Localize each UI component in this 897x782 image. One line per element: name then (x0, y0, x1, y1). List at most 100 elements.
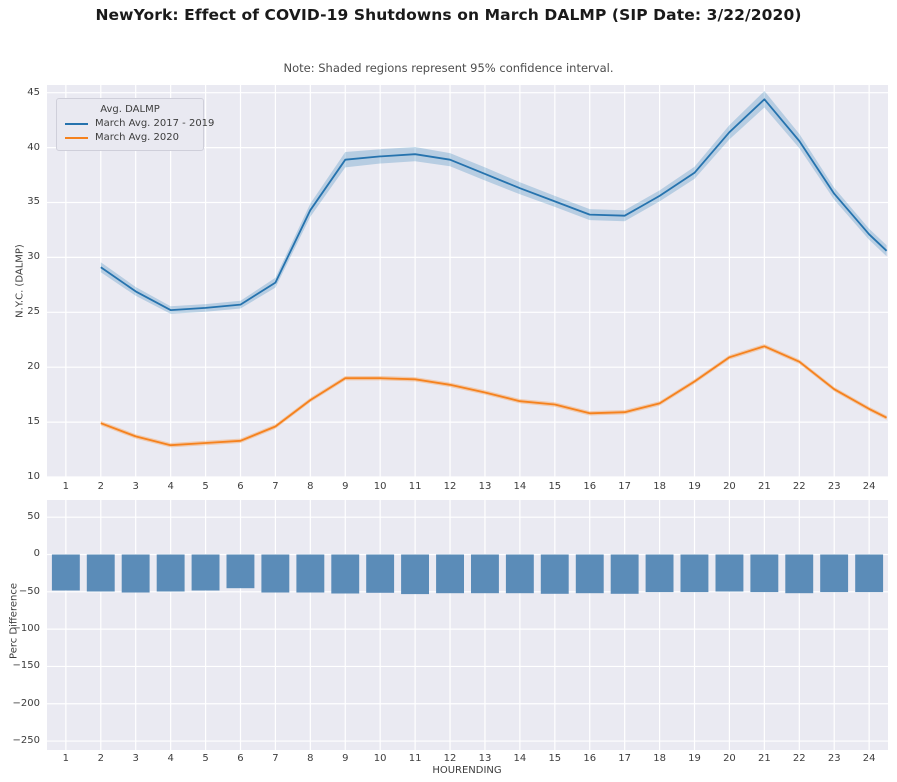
bar-hour-22 (785, 554, 814, 594)
bottom-y-tick-label: −50 (18, 585, 40, 597)
bar-hour-1 (51, 554, 80, 591)
top-x-tick-label: 24 (862, 481, 876, 492)
top-x-tick-label: 2 (97, 481, 104, 492)
bottom-x-tick-label: 3 (132, 753, 139, 764)
bar-hour-6 (226, 554, 255, 589)
bar-hour-16 (575, 554, 604, 594)
bottom-x-tick-label: 21 (757, 753, 771, 764)
bottom-bar-chart (47, 500, 888, 750)
bottom-x-tick-label: 10 (373, 753, 387, 764)
top-y-tick-label: 45 (27, 86, 40, 98)
bottom-x-axis-label: HOURENDING (432, 765, 502, 776)
bar-hour-4 (156, 554, 185, 592)
bottom-x-tick-label: 24 (862, 753, 876, 764)
bottom-x-tick-label: 8 (307, 753, 314, 764)
legend-line-swatch-blue (65, 123, 88, 125)
bar-hour-9 (331, 554, 360, 594)
bottom-x-tick-label: 14 (513, 753, 527, 764)
bar-hour-17 (610, 554, 639, 594)
top-y-tick-label: 35 (27, 196, 40, 208)
bottom-y-tick-label: −200 (12, 697, 40, 709)
top-x-tick-label: 22 (792, 481, 806, 492)
bar-hour-15 (540, 554, 569, 594)
bottom-x-tick-label: 18 (653, 753, 666, 764)
bottom-x-tick-label: 12 (443, 753, 457, 764)
bar-hour-2 (86, 554, 115, 592)
top-y-tick-label: 20 (27, 361, 40, 373)
legend-line-swatch-orange (65, 137, 88, 139)
legend: Avg. DALMP March Avg. 2017 - 2019 March … (56, 98, 214, 151)
top-x-tick-label: 11 (408, 481, 422, 492)
top-x-tick-label: 1 (62, 481, 70, 492)
bar-hour-21 (750, 554, 779, 593)
bottom-x-tick-label: 6 (237, 753, 244, 764)
bottom-y-tick-label: −250 (12, 735, 40, 747)
confidence-band-orange (100, 344, 887, 448)
bar-hour-5 (191, 554, 220, 591)
top-x-tick-label: 17 (618, 481, 632, 492)
top-x-tick-label: 14 (513, 481, 527, 492)
bottom-x-tick-label: 1 (62, 753, 70, 764)
top-x-tick-label: 21 (757, 481, 771, 492)
top-y-tick-label: 10 (27, 471, 40, 482)
top-x-tick-label: 20 (723, 481, 736, 492)
top-y-tick-label: 40 (27, 141, 40, 153)
top-x-tick-label: 18 (653, 481, 666, 492)
ci-note: Note: Shaded regions represent 95% confi… (283, 61, 614, 75)
legend-label-2020: March Avg. 2020 (95, 132, 179, 143)
bar-hour-8 (296, 554, 325, 593)
legend-label-2017-2019: March Avg. 2017 - 2019 (95, 118, 215, 129)
chart-title: NewYork: Effect of COVID-19 Shutdowns on… (95, 6, 802, 24)
bar-hour-7 (261, 554, 290, 593)
bottom-x-tick-label: 23 (827, 753, 841, 764)
legend-item-2017-2019: March Avg. 2017 - 2019 (65, 117, 214, 131)
bottom-x-tick-label: 16 (583, 753, 597, 764)
bottom-x-tick-label: 13 (478, 753, 492, 764)
top-x-tick-label: 23 (827, 481, 841, 492)
top-y-tick-label: 30 (27, 251, 40, 263)
top-x-tick-label: 7 (272, 481, 279, 492)
bottom-y-tick-label: −150 (12, 660, 40, 672)
bottom-x-tick-label: 22 (792, 753, 806, 764)
bottom-x-tick-label: 17 (618, 753, 632, 764)
top-y-tick-label: 25 (27, 306, 40, 318)
top-x-tick-label: 15 (548, 481, 562, 492)
bottom-x-tick-label: 5 (202, 753, 209, 764)
top-x-tick-label: 9 (342, 481, 349, 492)
bar-hour-19 (680, 554, 709, 593)
bottom-x-tick-label: 20 (723, 753, 736, 764)
gridlines (47, 500, 888, 750)
top-x-tick-label: 13 (478, 481, 492, 492)
legend-item-2020: March Avg. 2020 (65, 131, 195, 145)
bottom-chart-canvas (47, 500, 888, 750)
bottom-y-tick-label: 0 (33, 548, 40, 560)
bar-hour-23 (820, 554, 849, 593)
bottom-x-tick-label: 19 (688, 753, 701, 764)
top-x-tick-label: 3 (132, 481, 139, 492)
top-x-tick-label: 10 (373, 481, 387, 492)
bars (51, 554, 884, 595)
bottom-y-tick-label: 50 (27, 511, 40, 523)
bottom-x-tick-label: 2 (97, 753, 104, 764)
bottom-x-tick-label: 15 (548, 753, 562, 764)
line-orange (100, 345, 888, 447)
top-x-tick-label: 6 (237, 481, 244, 492)
top-x-tick-label: 19 (688, 481, 701, 492)
line-blue (100, 98, 888, 312)
bar-hour-14 (505, 554, 534, 594)
bar-hour-3 (121, 554, 150, 593)
bar-hour-11 (401, 554, 429, 595)
top-x-tick-label: 12 (443, 481, 457, 492)
top-x-tick-label: 16 (583, 481, 597, 492)
bar-hour-10 (366, 554, 395, 593)
top-x-tick-label: 4 (167, 481, 174, 492)
bottom-x-tick-label: 9 (342, 753, 349, 764)
bottom-x-tick-label: 7 (272, 753, 279, 764)
legend-title: Avg. DALMP (100, 104, 160, 115)
bar-hour-24 (855, 554, 884, 593)
bottom-x-tick-label: 4 (167, 753, 174, 764)
top-x-tick-label: 8 (307, 481, 314, 492)
bottom-y-tick-label: −100 (12, 623, 40, 635)
bar-hour-12 (436, 554, 464, 594)
